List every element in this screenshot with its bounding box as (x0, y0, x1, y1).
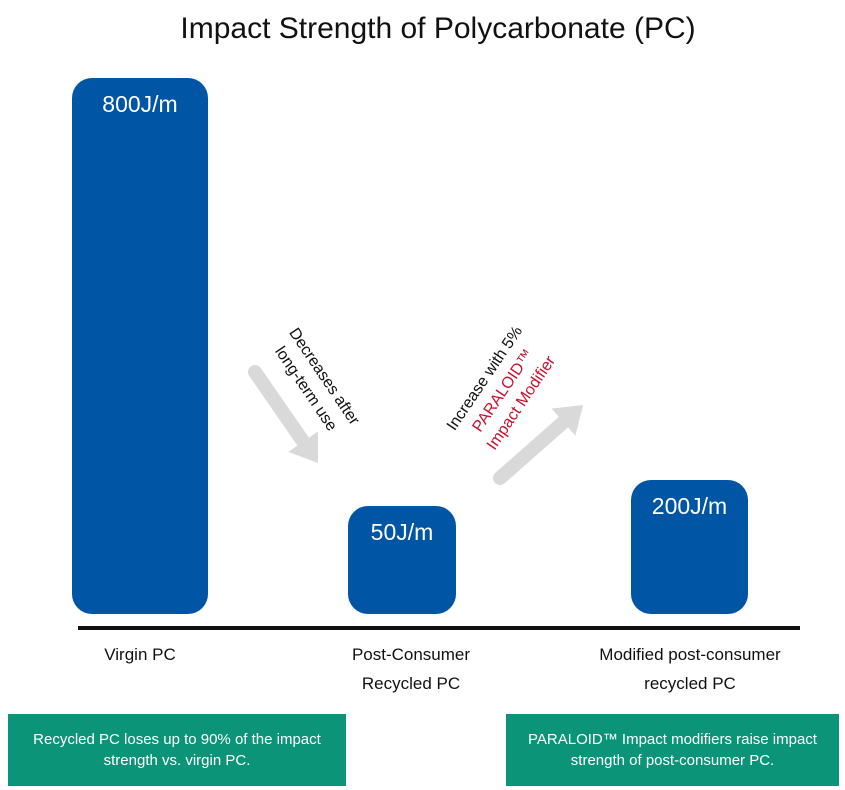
callout-right: PARALOID™ Impact modifiers raise impact … (506, 714, 839, 786)
bar-0 (72, 78, 208, 614)
category-label-2-1: recycled PC (644, 674, 736, 693)
callout-right-text: PARALOID™ Impact modifiers raise impact … (528, 731, 817, 769)
decrease-arrow (248, 365, 318, 463)
callout-left: Recycled PC loses up to 90% of the impac… (8, 714, 346, 786)
chart-title: Impact Strength of Polycarbonate (PC) (180, 12, 695, 45)
category-label-2-0: Modified post-consumer (599, 645, 781, 664)
category-label-0-0: Virgin PC (104, 645, 176, 664)
data-label-2: 200J/m (652, 493, 727, 519)
category-label-1-1: Recycled PC (362, 674, 460, 693)
callout-left-text: Recycled PC loses up to 90% of the impac… (33, 731, 321, 769)
bar-2 (631, 480, 748, 614)
category-label-1-0: Post-Consumer (352, 645, 470, 664)
increase-arrow (493, 405, 583, 485)
bar-1 (348, 506, 456, 614)
data-label-1: 50J/m (371, 519, 434, 545)
data-label-0: 800J/m (102, 91, 177, 117)
